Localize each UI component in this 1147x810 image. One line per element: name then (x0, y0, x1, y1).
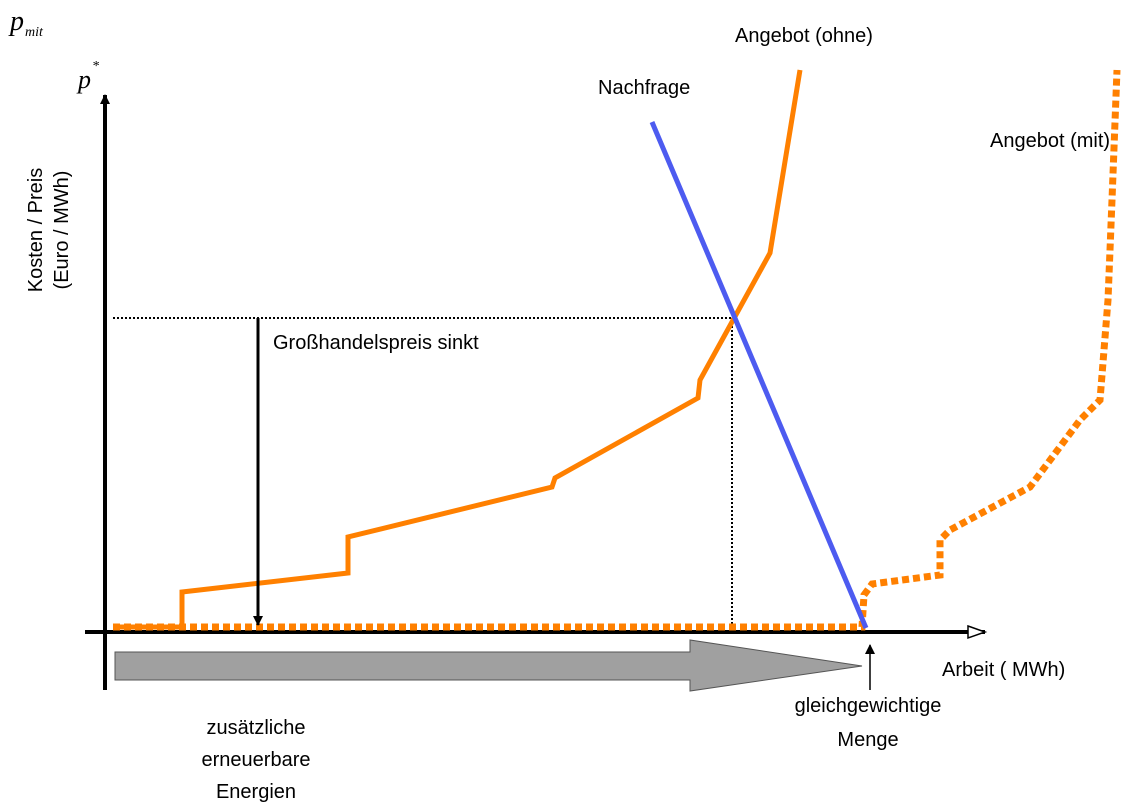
x-axis-head (967, 624, 988, 640)
p-star-symbol: p (76, 65, 91, 94)
supply-with-curve (113, 69, 1121, 631)
renewables-label: zusätzliche (207, 717, 306, 739)
equilibrium-label: gleichgewichtige (795, 695, 942, 717)
demand-curve (649, 121, 869, 629)
p-star-superscript: * (92, 59, 99, 74)
supply-with-label: Angebot (mit) (990, 130, 1110, 152)
demand-label: Nachfrage (598, 77, 690, 99)
supply-without-label: Angebot (ohne) (735, 25, 873, 47)
renewables-label: Energien (216, 781, 296, 803)
p-mit-subscript: mit (25, 25, 44, 40)
renewables-arrow (114, 639, 863, 692)
y-axis-label: Kosten / Preis (25, 168, 47, 293)
renewables-label: erneuerbare (202, 749, 311, 771)
equilibrium-label: Menge (837, 729, 898, 751)
y-axis-label: (Euro / MWh) (51, 171, 73, 290)
x-axis-label: Arbeit ( MWh) (942, 659, 1065, 681)
supply-without-curve (113, 69, 803, 630)
price-drop-label: Großhandelspreis sinkt (273, 332, 479, 354)
p-mit-symbol: p (8, 6, 24, 37)
